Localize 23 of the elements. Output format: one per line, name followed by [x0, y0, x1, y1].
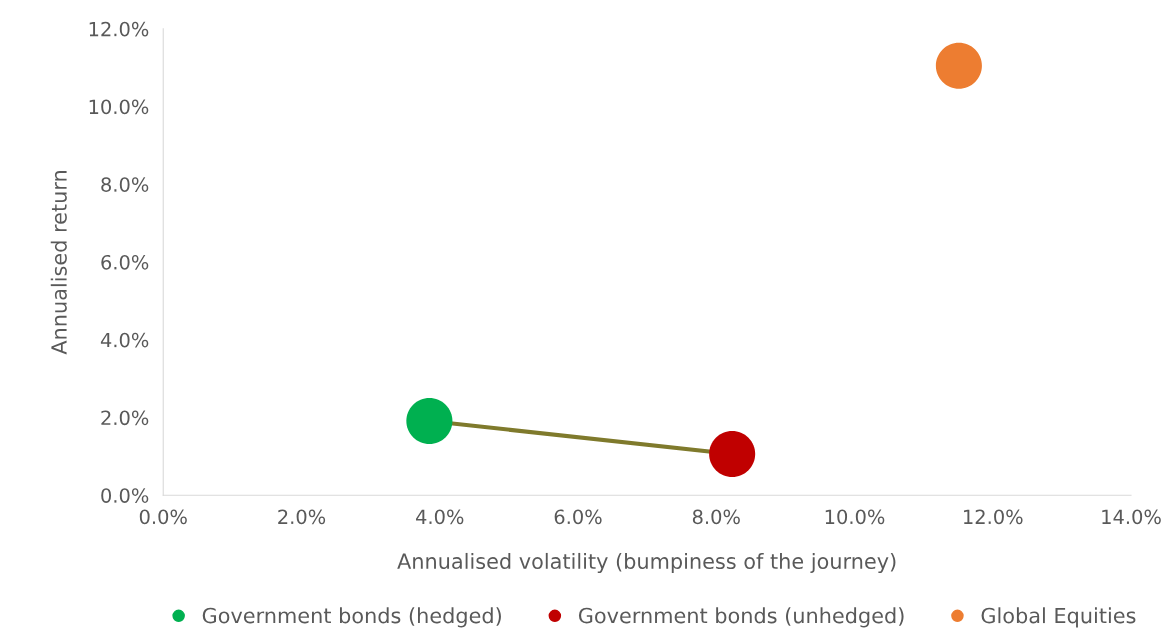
- x-tick-label: 12.0%: [964, 509, 1023, 525]
- y-tick-label: 0.0%: [101, 488, 149, 503]
- point: [709, 430, 756, 478]
- x-tick-label: 10.0%: [825, 509, 885, 525]
- legend-label: Global Equities: [981, 607, 1136, 628]
- x-axis-title: Annualised volatility (bumpiness of the journey): [397, 552, 896, 574]
- point: [406, 397, 453, 445]
- x-tick-label: 14.0%: [1102, 509, 1161, 525]
- x-tick-label: 2.0%: [278, 509, 326, 525]
- x-tick-label: 8.0%: [692, 509, 740, 525]
- y-axis-title: Annualised return: [50, 171, 67, 355]
- y-tick-label: 8.0%: [101, 177, 149, 192]
- x-tick-label: 0.0%: [139, 509, 187, 525]
- y-tick-label: 6.0%: [101, 254, 149, 270]
- y-tick-label: 12.0%: [89, 21, 149, 37]
- x-tick-label: 6.0%: [554, 509, 602, 525]
- y-tick-label: 4.0%: [100, 332, 149, 348]
- y-tick-label: 10.0%: [89, 99, 149, 115]
- x-tick-label: 4.0%: [416, 509, 464, 525]
- point: [935, 42, 982, 89]
- y-tick-label: 2.0%: [101, 410, 149, 426]
- legend-label: Government bonds (hedged): [202, 607, 501, 628]
- legend-label: Government bonds (unhedged): [578, 607, 904, 628]
